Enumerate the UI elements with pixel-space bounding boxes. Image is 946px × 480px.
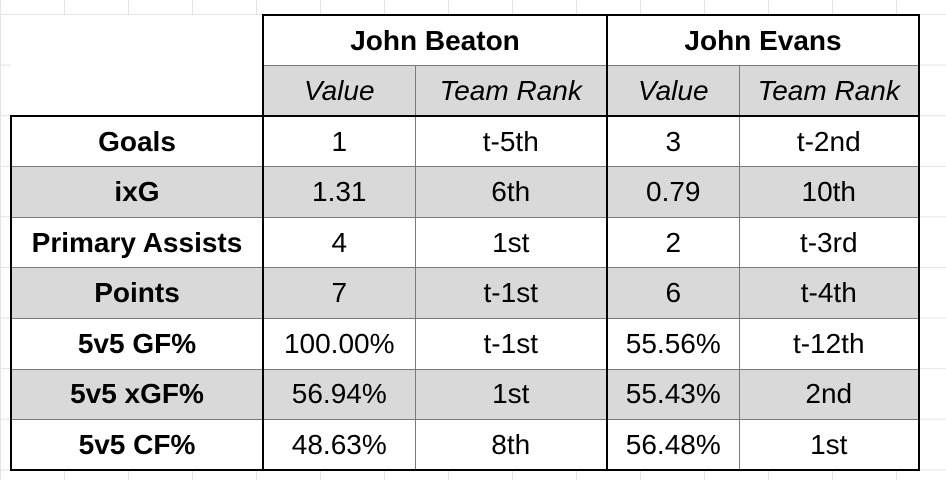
subheader-team-rank: Team Rank (738, 65, 920, 117)
table-cell: 55.43% (606, 368, 740, 421)
table-cell: t-12th (738, 318, 920, 370)
metric-label: Points (10, 267, 264, 320)
table-cell: t-5th (414, 115, 608, 168)
table-row: Points 7 t-1st 6 t-4th (10, 267, 920, 320)
player-header-beaton: John Beaton (262, 14, 608, 67)
table-cell: 1 (262, 115, 416, 168)
table-cell: 2 (606, 216, 740, 269)
table-cell: 1st (738, 419, 920, 472)
header-row-players: John Beaton John Evans (11, 14, 920, 67)
table-cell: t-3rd (738, 216, 920, 269)
metric-label: 5v5 CF% (10, 419, 264, 472)
table-cell: t-1st (414, 267, 608, 320)
table-row: 5v5 xGF% 56.94% 1st 55.43% 2nd (10, 368, 920, 421)
table-cell: 55.56% (606, 318, 740, 370)
table-row: ixG 1.31 6th 0.79 10th (10, 166, 920, 218)
subheader-value: Value (262, 65, 416, 117)
metric-label: 5v5 xGF% (10, 368, 264, 421)
table-cell: 4 (262, 216, 416, 269)
player-comparison-table: John Beaton John Evans Value Team Rank V… (10, 14, 920, 472)
subheader-team-rank: Team Rank (414, 65, 608, 117)
metric-label: 5v5 GF% (10, 318, 264, 370)
table-cell: 6 (606, 267, 740, 320)
table-row: Primary Assists 4 1st 2 t-3rd (10, 216, 920, 269)
corner-cell (11, 65, 263, 117)
table-cell: t-4th (738, 267, 920, 320)
table-cell: 0.79 (606, 166, 740, 218)
table-cell: 1st (414, 216, 608, 269)
table-cell: 1st (414, 368, 608, 421)
table-cell: t-2nd (738, 115, 920, 168)
metric-label: ixG (10, 166, 264, 218)
table-row: 5v5 GF% 100.00% t-1st 55.56% t-12th (10, 318, 920, 370)
metric-label: Primary Assists (10, 216, 264, 269)
table-cell: 48.63% (262, 419, 416, 472)
table-cell: 56.94% (262, 368, 416, 421)
table-cell: 3 (606, 115, 740, 168)
header-row-subheaders: Value Team Rank Value Team Rank (11, 65, 920, 117)
player-header-evans: John Evans (606, 14, 920, 67)
table-cell: t-1st (414, 318, 608, 370)
table-cell: 10th (738, 166, 920, 218)
table-cell: 8th (414, 419, 608, 472)
table-row: 5v5 CF% 48.63% 8th 56.48% 1st (10, 419, 920, 472)
table-row: Goals 1 t-5th 3 t-2nd (10, 115, 920, 168)
table-cell: 2nd (738, 368, 920, 421)
metric-label: Goals (10, 115, 264, 168)
table-cell: 6th (414, 166, 608, 218)
corner-cell (11, 15, 263, 66)
table-cell: 7 (262, 267, 416, 320)
subheader-value: Value (606, 65, 740, 117)
table-cell: 1.31 (262, 166, 416, 218)
table-cell: 56.48% (606, 419, 740, 472)
table-cell: 100.00% (262, 318, 416, 370)
